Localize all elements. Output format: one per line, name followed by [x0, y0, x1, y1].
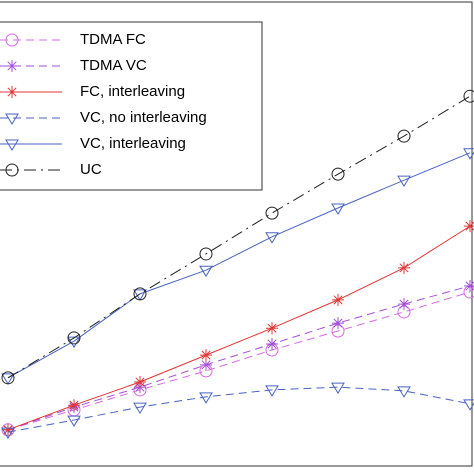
legend-marker: [5, 113, 19, 125]
data-point: [397, 386, 411, 398]
data-point: [199, 392, 213, 404]
data-point: [464, 279, 474, 292]
data-point: [397, 175, 411, 188]
data-point: [266, 322, 278, 335]
data-point: [1, 371, 15, 385]
data-point: [265, 385, 279, 397]
data-point: [398, 298, 410, 311]
legend-marker: [5, 163, 19, 177]
data-point: [68, 399, 80, 412]
legend-marker: [5, 139, 19, 151]
legend-label: VC, interleaving: [80, 135, 186, 152]
series-line: [7, 225, 471, 431]
data-point: [397, 129, 411, 143]
data-point: [134, 376, 146, 389]
legend-marker: [6, 86, 18, 98]
data-point: [67, 415, 81, 428]
data-point: [199, 247, 213, 261]
data-point: [331, 167, 345, 181]
series-line: [7, 95, 471, 379]
data-point: [200, 349, 212, 362]
data-point: [133, 287, 147, 301]
data-point: [332, 293, 344, 306]
legend-box: [0, 21, 263, 191]
data-point: [265, 206, 279, 220]
legend-marker: [5, 33, 19, 47]
data-point: [332, 317, 344, 330]
data-point: [464, 220, 474, 233]
data-point: [133, 402, 147, 415]
data-point: [266, 337, 278, 350]
data-point: [1, 427, 15, 440]
legend-label: TDMA VC: [80, 57, 147, 74]
data-point: [331, 203, 345, 215]
legend-marker: [6, 60, 18, 72]
data-point: [463, 399, 474, 411]
data-point: [463, 148, 474, 160]
data-point: [463, 89, 474, 103]
data-point: [200, 358, 212, 371]
data-point: [331, 382, 345, 395]
data-point: [67, 336, 81, 349]
series-line: [7, 386, 471, 433]
series-line: [7, 285, 471, 431]
legend-label: FC, interleaving: [80, 83, 185, 100]
data-point: [67, 331, 81, 345]
data-point: [1, 373, 15, 385]
legend-label: TDMA FC: [80, 31, 146, 48]
legend: TDMA FC TDMA VC FC, interleaving VC, no int…: [0, 21, 263, 191]
series-line: [7, 291, 471, 431]
data-point: [133, 289, 147, 301]
legend-label: VC, no interleaving: [80, 109, 207, 126]
data-point: [199, 364, 213, 378]
data-point: [463, 285, 474, 299]
series-line: [7, 152, 471, 379]
data-point: [2, 423, 14, 436]
data-point: [265, 232, 279, 244]
data-point: [199, 265, 213, 278]
legend-label: UC: [80, 161, 102, 178]
data-point: [398, 261, 410, 274]
